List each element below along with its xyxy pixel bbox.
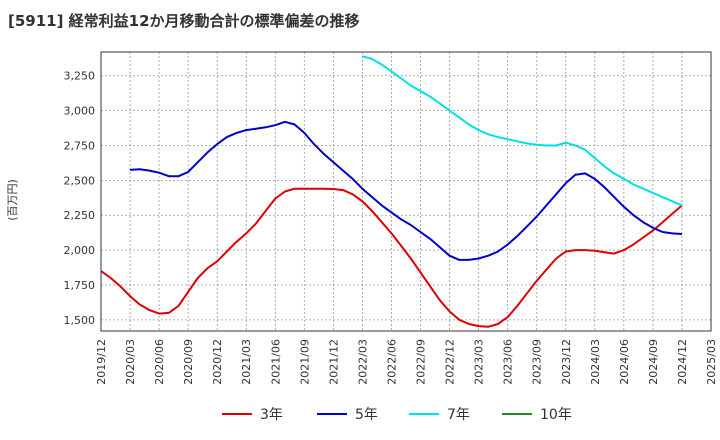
x-tick-label: 2024/03 (589, 339, 602, 385)
plot-frame (100, 51, 712, 332)
legend-label-1: 5年 (355, 407, 378, 423)
x-tick-label: 2022/12 (444, 339, 457, 385)
legend-label-0: 3年 (260, 407, 283, 423)
series-line-1 (129, 120, 683, 261)
x-tick-label: 2025/03 (705, 339, 718, 385)
x-tick-label: 2023/03 (473, 339, 486, 385)
x-tick-label: 2020/12 (211, 339, 224, 385)
legend: 3年 5年 7年 10年 (222, 407, 572, 423)
chart-title: [5911] 経常利益12か月移動合計の標準偏差の推移 (8, 12, 360, 30)
x-tick-label: 2023/06 (502, 339, 515, 385)
y-axis-label: (百万円) (6, 179, 19, 221)
x-tick-label: 2021/12 (327, 339, 340, 385)
x-tick-label: 2024/09 (647, 339, 660, 385)
x-tick-label: 2024/06 (618, 339, 631, 385)
series-line-2 (362, 55, 683, 207)
x-tick-label: 2021/06 (269, 339, 282, 385)
y-tick-label: 3,250 (64, 70, 96, 83)
legend-label-2: 7年 (447, 407, 470, 423)
x-tick-label: 2020/03 (124, 339, 137, 385)
y-tick-label: 2,750 (64, 139, 96, 152)
tick-label-layer: 2019/12 2020/03 2020/06 2020/09 2020/12 2021/… (64, 70, 719, 385)
x-tick-label: 2022/03 (356, 339, 369, 385)
series-layer (100, 55, 683, 328)
x-tick-label: 2021/09 (298, 339, 311, 385)
series-line-0 (100, 187, 683, 328)
legend-label-3: 10年 (540, 407, 572, 423)
x-tick-label: 2024/12 (676, 339, 689, 385)
x-tick-label: 2020/09 (182, 339, 195, 385)
y-tick-label: 2,000 (64, 244, 96, 257)
x-tick-label: 2023/12 (560, 339, 573, 385)
y-tick-label: 2,250 (64, 209, 96, 222)
y-tick-label: 1,500 (64, 314, 96, 327)
x-tick-label: 2023/09 (531, 339, 544, 385)
x-tick-label: 2021/03 (240, 339, 253, 385)
grid-layer (100, 52, 712, 331)
y-tick-label: 3,000 (64, 105, 96, 118)
y-tick-label: 1,750 (64, 279, 96, 292)
x-tick-label: 2022/06 (385, 339, 398, 385)
y-tick-label: 2,500 (64, 174, 96, 187)
x-tick-label: 2019/12 (95, 339, 108, 385)
x-tick-label: 2020/06 (153, 339, 166, 385)
x-tick-label: 2022/09 (415, 339, 428, 385)
